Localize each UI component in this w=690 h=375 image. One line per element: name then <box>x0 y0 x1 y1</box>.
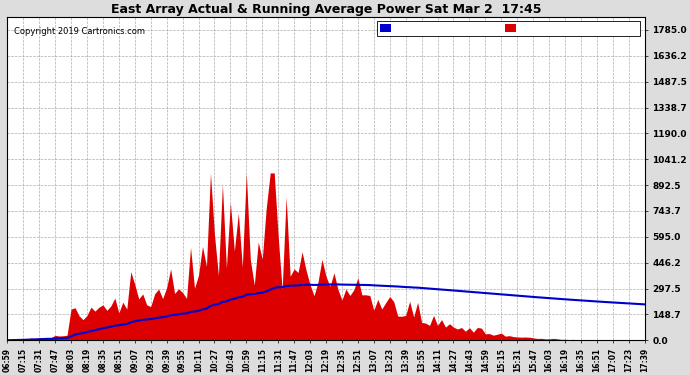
Text: Copyright 2019 Cartronics.com: Copyright 2019 Cartronics.com <box>14 27 145 36</box>
Legend: Average  (DC Watts), East Array  (DC Watts): Average (DC Watts), East Array (DC Watts… <box>377 21 640 36</box>
Title: East Array Actual & Running Average Power Sat Mar 2  17:45: East Array Actual & Running Average Powe… <box>110 3 541 16</box>
